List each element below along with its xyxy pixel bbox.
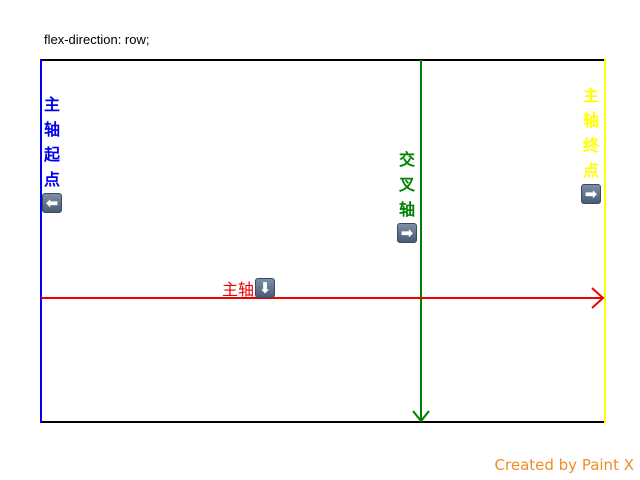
main-end-char: 点 [582, 161, 599, 180]
cross-axis-char: 交 [398, 150, 415, 169]
cross-axis-char: 叉 [398, 175, 415, 194]
flex-direction-caption: flex-direction: row; [44, 32, 150, 47]
right-arrow-icon: ➡ [397, 223, 417, 243]
main-axis-text: 主轴 [222, 280, 255, 299]
main-end-char: 终 [582, 136, 599, 155]
credit-text: Created by Paint X [494, 456, 634, 474]
main-start-char: 主 [43, 95, 60, 114]
main-axis-arrowhead [591, 287, 605, 309]
cross-axis-label: 交 叉 轴 ➡ [397, 147, 417, 243]
right-arrow-icon: ➡ [581, 184, 601, 204]
cross-axis-arrowhead [412, 410, 430, 423]
main-end-char: 轴 [582, 111, 599, 130]
main-start-label: 主 轴 起 点 ⬅ [42, 92, 62, 213]
main-start-char: 起 [43, 145, 60, 164]
main-end-label: 主 轴 终 点 ➡ [581, 83, 601, 204]
cross-axis-char: 轴 [398, 200, 415, 219]
main-axis-label: 主轴 ⬇ [222, 276, 276, 300]
left-arrow-icon: ⬅ [42, 193, 62, 213]
main-start-char: 轴 [43, 120, 60, 139]
main-start-char: 点 [43, 170, 60, 189]
main-end-char: 主 [582, 86, 599, 105]
down-arrow-icon: ⬇ [255, 278, 276, 298]
